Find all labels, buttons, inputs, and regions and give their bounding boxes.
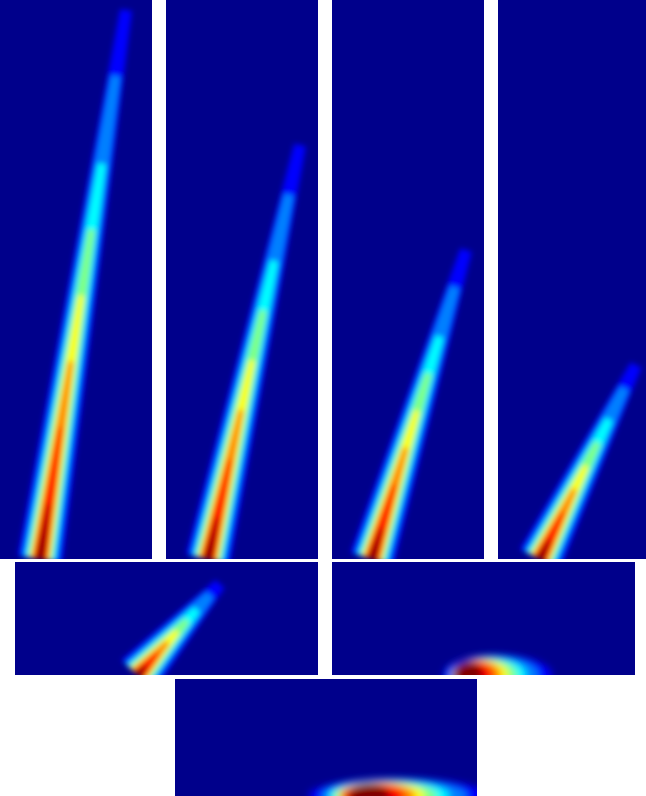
heatmap-panel-3	[332, 0, 484, 559]
plume-layer-7	[33, 426, 63, 559]
plume-layers	[186, 143, 306, 559]
plume-3	[350, 248, 472, 559]
heatmap-panel-4	[498, 0, 646, 559]
plume-layer-8	[453, 661, 483, 675]
plume-5	[121, 579, 225, 675]
plume-layer-8	[536, 539, 551, 559]
plume-6	[443, 655, 552, 675]
plume-layers	[308, 778, 477, 796]
plume-layer-8	[204, 517, 219, 559]
heatmap-panel-7	[175, 679, 477, 796]
plume-7	[308, 778, 477, 796]
plume-layers	[443, 655, 552, 675]
plume-layers	[350, 248, 472, 559]
plume-layer-8	[368, 527, 383, 559]
plume-2	[186, 143, 306, 559]
plume-layer-8	[36, 503, 50, 559]
plume-layer-7	[201, 459, 232, 559]
heatmap-panel-6	[332, 562, 635, 675]
heatmap-panel-2	[166, 0, 318, 559]
plume-layers	[17, 9, 132, 559]
plume-layer-8	[348, 784, 391, 796]
plume-layer-6	[31, 361, 74, 559]
plume-4	[519, 362, 642, 559]
heatmap-panel-1	[0, 0, 152, 559]
plume-layer-7	[365, 484, 397, 559]
plume-layers	[121, 579, 225, 675]
plume-1	[17, 9, 132, 559]
heatmap-panel-5	[15, 562, 318, 675]
plume-layer-8	[135, 665, 148, 675]
plume-layers	[519, 362, 642, 559]
plume-layer-7	[533, 511, 565, 559]
